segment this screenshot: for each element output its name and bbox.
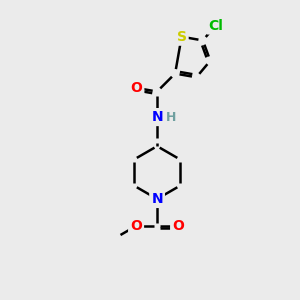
Text: O: O xyxy=(130,81,142,95)
Text: S: S xyxy=(177,30,187,44)
Text: O: O xyxy=(130,219,142,233)
Text: O: O xyxy=(172,219,184,233)
Text: H: H xyxy=(165,111,176,124)
Text: N: N xyxy=(151,110,163,124)
Text: N: N xyxy=(151,192,163,206)
Text: Cl: Cl xyxy=(208,19,223,32)
